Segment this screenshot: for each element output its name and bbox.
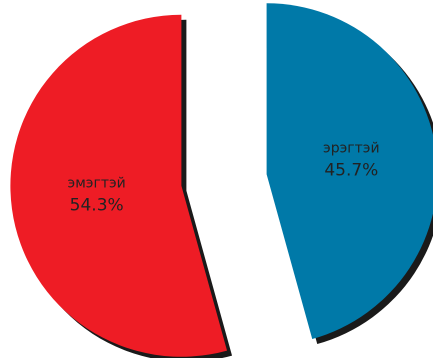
slice-labels: эрэгтэй 45.7% эмэгтэй 54.3%: [68, 141, 380, 216]
slice-value-female: 54.3%: [70, 195, 124, 215]
slice-male[interactable]: [266, 3, 433, 340]
slice-label-female: эмэгтэй: [68, 175, 126, 191]
pie-slices: [10, 3, 433, 357]
slice-value-male: 45.7%: [324, 161, 378, 181]
slice-female[interactable]: [10, 14, 228, 357]
slice-label-male: эрэгтэй: [323, 141, 380, 157]
